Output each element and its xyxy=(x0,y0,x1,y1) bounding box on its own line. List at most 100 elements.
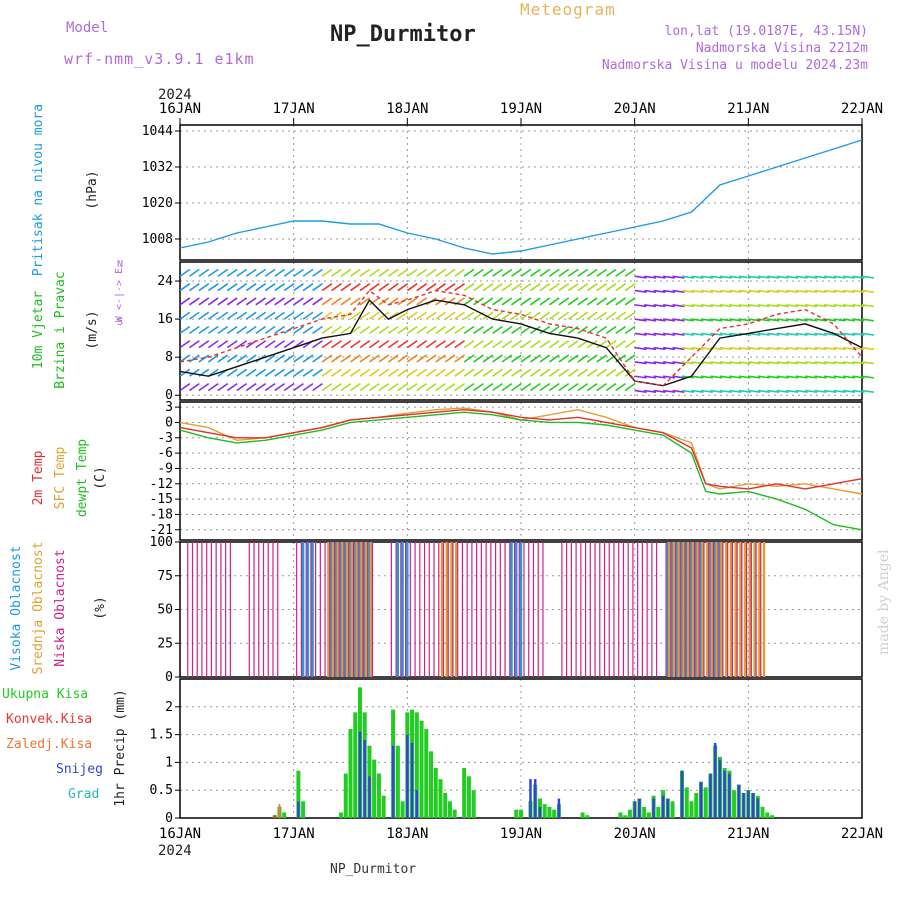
wind-barb xyxy=(406,368,418,377)
precip-bar xyxy=(400,801,405,818)
precip-bar xyxy=(646,812,651,818)
wind-barb xyxy=(558,354,570,363)
x-tick-label-bottom: 18JAN xyxy=(386,826,428,842)
wind-barb xyxy=(226,297,238,306)
wind-barb xyxy=(283,368,295,377)
wind-barb xyxy=(397,268,409,277)
wind-barb xyxy=(738,275,751,279)
precip-bar xyxy=(542,804,547,818)
wind-barb xyxy=(644,275,657,279)
wind-barb xyxy=(255,325,267,335)
wind-barb xyxy=(681,361,695,365)
wind-barb xyxy=(786,275,799,279)
precip-bar xyxy=(633,801,636,818)
wind-barb xyxy=(719,361,732,365)
wind-barb xyxy=(700,304,713,308)
wind-barb xyxy=(530,354,541,363)
wind-barb xyxy=(596,354,608,363)
wind-barb xyxy=(681,304,695,308)
wind-barb xyxy=(189,297,200,306)
wind-barb xyxy=(776,389,789,393)
wind-barb xyxy=(596,311,608,320)
wind-barb xyxy=(861,289,874,294)
wind-barb xyxy=(577,297,589,306)
temp-label-sfc: SFC Temp xyxy=(53,447,68,510)
wind-barb xyxy=(586,340,598,349)
wind-barb xyxy=(331,354,342,363)
wind-barb xyxy=(624,268,636,277)
wind-barb xyxy=(217,283,229,292)
wind-barb xyxy=(567,283,579,292)
wind-barb xyxy=(710,375,723,379)
legend-snijeg: Snijeg xyxy=(56,762,103,777)
wind-barb xyxy=(861,318,874,322)
wind-barb xyxy=(425,354,437,363)
precip-bar xyxy=(533,779,537,818)
wind-barb xyxy=(416,354,428,363)
wind-barb xyxy=(217,354,229,363)
wind-barb xyxy=(473,354,484,363)
wind-barb xyxy=(368,354,380,363)
wind-barb xyxy=(644,361,657,365)
wind-barb xyxy=(255,311,267,320)
wind-barb xyxy=(861,304,874,308)
wind-barb xyxy=(340,283,352,292)
wind-barb xyxy=(321,268,333,277)
wind-barb xyxy=(312,268,323,277)
wind-barb xyxy=(302,268,314,277)
wind-barb xyxy=(558,340,570,349)
wind-barb xyxy=(852,332,865,336)
wind-barb xyxy=(672,375,685,379)
wind-barb xyxy=(520,340,532,349)
wind-barb xyxy=(842,346,856,351)
wind-barb xyxy=(852,361,865,365)
wind-barb xyxy=(852,275,865,279)
wind-barb xyxy=(236,283,248,292)
wind-barb xyxy=(435,311,447,320)
wind-barb xyxy=(492,311,503,320)
precip-bar xyxy=(278,804,281,818)
wind-barb xyxy=(577,283,589,292)
y-tick-label: 1020 xyxy=(142,196,173,211)
wind-barb xyxy=(492,283,503,292)
y-tick-label: -3 xyxy=(157,431,173,446)
wind-barb xyxy=(644,389,657,393)
wind-barb xyxy=(596,283,608,292)
wind-barb xyxy=(795,289,808,294)
wind-barb xyxy=(520,382,532,392)
year-bottom: 2024 xyxy=(158,843,192,859)
wind-barb xyxy=(567,297,579,306)
wind-barb xyxy=(805,275,818,279)
wind-barb xyxy=(558,283,570,292)
wind-barb xyxy=(558,311,570,320)
wind-barb xyxy=(368,340,380,349)
wind-barb xyxy=(331,268,342,277)
precip-bar xyxy=(718,759,722,818)
wind-barb xyxy=(359,325,371,335)
wind-barb xyxy=(406,297,418,306)
wind-barb xyxy=(198,268,210,277)
wind-barb xyxy=(501,382,513,392)
wind-barb xyxy=(226,340,238,349)
wind-barb xyxy=(340,340,352,349)
wind-barb xyxy=(653,361,666,365)
wind-barb xyxy=(264,340,276,349)
wind-barb xyxy=(558,325,570,335)
wind-barb xyxy=(823,304,837,308)
wind-barb xyxy=(767,304,780,308)
wind-barb xyxy=(511,325,522,335)
wind-barb xyxy=(700,332,713,336)
wind-barb xyxy=(274,354,286,363)
wind-barb xyxy=(567,325,579,335)
temp-unit: (C) xyxy=(93,466,108,489)
wind-barb xyxy=(748,346,761,351)
wind-barb xyxy=(492,268,503,277)
wind-barb xyxy=(577,382,589,392)
wind-barb xyxy=(264,297,276,306)
wind-barb xyxy=(719,275,732,279)
precip-bar xyxy=(297,801,300,818)
wind-barb xyxy=(805,332,818,336)
y-tick-label: -18 xyxy=(150,507,173,522)
x-tick-label-top: 20JAN xyxy=(614,101,656,117)
wind-barb xyxy=(189,268,200,277)
